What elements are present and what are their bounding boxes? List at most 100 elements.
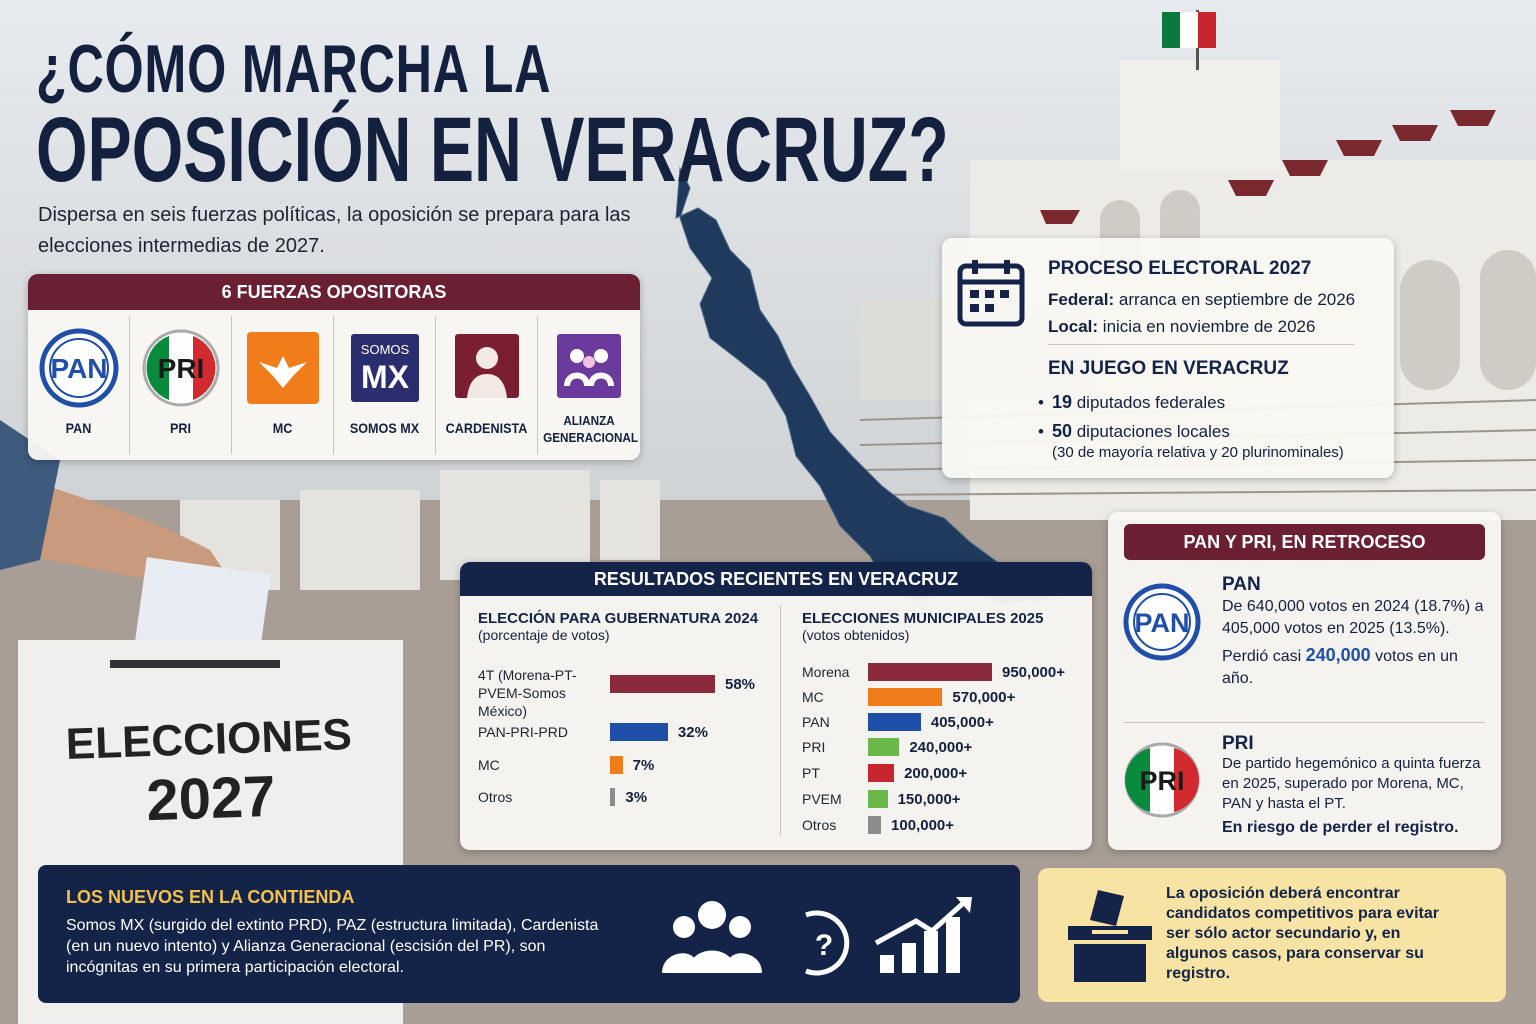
item-text: arranca en septiembre de 2026 (1118, 290, 1356, 309)
bar (868, 790, 888, 808)
stake-text: diputaciones locales (1076, 422, 1230, 441)
value-label: 950,000+ (1002, 663, 1065, 681)
divider (1124, 722, 1485, 723)
bar (868, 688, 943, 706)
value-label: 200,000+ (904, 764, 968, 782)
category-label: MC (478, 757, 500, 773)
stake-text: diputados federales (1076, 393, 1226, 412)
pan-block: PAN De 640,000 votos en 2024 (18.7%) a 4… (1222, 574, 1492, 690)
title-line-1: ¿CÓMO MARCHA LA (36, 31, 552, 107)
stakes-title: EN JUEGO EN VERACRUZ (1048, 358, 1289, 379)
results-title: RESULTADOS RECIENTES EN VERACRUZ (460, 562, 1092, 596)
bar (610, 756, 623, 774)
party-cell: PRI PRI (130, 316, 232, 454)
item-label: Local: (1048, 317, 1099, 336)
process-title: PROCESO ELECTORAL 2027 (1048, 258, 1312, 279)
divider (780, 606, 781, 836)
party-cell: MC (232, 316, 334, 454)
pri-logo: PRI (142, 329, 220, 407)
category-label: PAN-PRI-PRD (478, 724, 568, 740)
pan-logo: PAN (39, 328, 119, 408)
category-label: PRI (802, 739, 826, 755)
ballot-slot (110, 660, 280, 668)
loss-before: Perdió casi (1222, 648, 1302, 665)
somos-logo-top: SOMOS (361, 342, 410, 357)
ballot-line-2: 2027 (145, 763, 277, 834)
bullet: • (1038, 422, 1044, 441)
pan-logo-text: PAN (1134, 608, 1189, 638)
calendar-icon (957, 260, 1025, 327)
chart-heading: ELECCIÓN PARA GUBERNATURA 2024 (porcenta… (478, 610, 758, 643)
parties-panel: 6 FUERZAS OPOSITORAS PAN PAN PRI PRI MC … (28, 274, 640, 460)
bar-row: 7% (610, 756, 654, 774)
value-label: 58% (725, 675, 756, 693)
pan-name: PAN (1222, 574, 1261, 595)
item-text: inicia en noviembre de 2026 (1102, 317, 1316, 336)
retreat-title: PAN Y PRI, EN RETROCESO (1124, 524, 1485, 560)
divider (1048, 344, 1354, 345)
bar-row: 150,000+ (868, 790, 961, 808)
category-label: PVEM (802, 791, 842, 807)
category-label: MC (802, 689, 824, 705)
somos-logo-main: MX (361, 359, 410, 395)
somos-logo: SOMOS MX (351, 334, 419, 402)
chart-subtitle: (porcentaje de votos) (478, 627, 610, 643)
pri-logo: PRI (1124, 742, 1200, 818)
bar-row: 570,000+ (868, 688, 1015, 706)
party-name: PAN (65, 420, 92, 436)
newcomers-icons: ? (662, 897, 972, 976)
pri-block: PRI De partido hegemónico a quinta fuerz… (1222, 734, 1492, 838)
category-label: Otros (478, 789, 513, 805)
party-name: ALIANZA GENERACIONAL (543, 413, 639, 445)
value-label: 150,000+ (897, 790, 961, 808)
category-label: PT (802, 765, 820, 781)
pri-logo-text: PRI (1139, 766, 1184, 796)
newcomers-panel: LOS NUEVOS EN LA CONTIENDA Somos MX (sur… (38, 865, 1020, 1003)
newcomers-text: Somos MX (surgido del extinto PRD), PAZ … (66, 917, 599, 976)
bar-row: 950,000+ (868, 663, 1065, 681)
value-label: 7% (632, 756, 655, 774)
results-panel: RESULTADOS RECIENTES EN VERACRUZ ELECCIÓ… (460, 562, 1092, 850)
mc-logo (247, 332, 319, 404)
bar-row: 405,000+ (868, 713, 994, 731)
conclusion-text: La oposición deberá encontrar candidatos… (1166, 885, 1439, 982)
bar (610, 675, 715, 693)
pan-logo: PAN (1123, 583, 1201, 661)
pri-text: De partido hegemónico a quinta fuerza en… (1222, 755, 1481, 812)
chart-title: ELECCIÓN PARA GUBERNATURA 2024 (478, 610, 759, 627)
bar (868, 738, 900, 756)
party-name: CARDENISTA (445, 420, 528, 436)
subtitle: Dispersa en seis fuerzas políticas, la o… (38, 204, 631, 257)
stakes-list: • 19 diputados federales • 50 diputaciones … (1038, 388, 1230, 446)
party-name: MC (272, 420, 293, 436)
bar (868, 816, 882, 834)
pan-loss: Perdió casi 240,000 votos en un año. (1222, 644, 1492, 690)
bar-row: 100,000+ (868, 816, 954, 834)
ballot-box-text: ELECCIONES 2027 (38, 709, 382, 838)
party-cell: SOMOS MX SOMOS MX (334, 316, 436, 454)
bar-row: 32% (610, 723, 708, 741)
process-panel: PROCESO ELECTORAL 2027 Federal: arranca … (942, 238, 1394, 478)
bar (610, 723, 668, 741)
category-label: Otros (802, 817, 837, 833)
stake-number: 50 (1051, 421, 1072, 441)
value-label: 405,000+ (930, 713, 994, 731)
loss-highlight: 240,000 (1305, 645, 1371, 665)
item-label: Federal: (1048, 290, 1115, 309)
chart-heading: ELECCIONES MUNICIPALES 2025 (votos obten… (802, 610, 1043, 643)
value-label: 240,000+ (909, 738, 973, 756)
bar-row: 200,000+ (868, 764, 967, 782)
process-item: Local: inicia en noviembre de 2026 (1048, 313, 1355, 340)
process-items: Federal: arranca en septiembre de 2026 Lo… (1048, 286, 1355, 340)
pan-text: De 640,000 votos en 2024 (18.7%) a 405,0… (1222, 598, 1484, 637)
pri-name: PRI (1222, 733, 1254, 754)
stake-item: • 50 diputaciones locales (1038, 417, 1230, 446)
bar-row: 240,000+ (868, 738, 972, 756)
stake-number: 19 (1051, 392, 1072, 412)
alianza-logo (557, 334, 621, 398)
parties-title: 6 FUERZAS OPOSITORAS (28, 274, 640, 310)
value-label: 3% (625, 788, 648, 806)
stake-item: • 19 diputados federales (1038, 388, 1230, 417)
bar (868, 713, 921, 731)
